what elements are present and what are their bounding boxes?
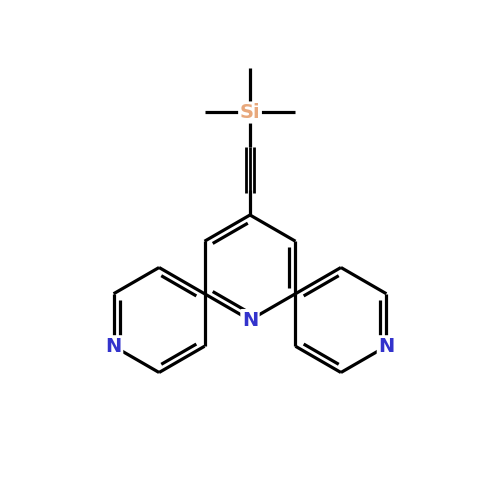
- Text: N: N: [242, 310, 258, 330]
- Text: N: N: [106, 337, 122, 356]
- Text: N: N: [378, 337, 394, 356]
- Text: Si: Si: [240, 103, 260, 122]
